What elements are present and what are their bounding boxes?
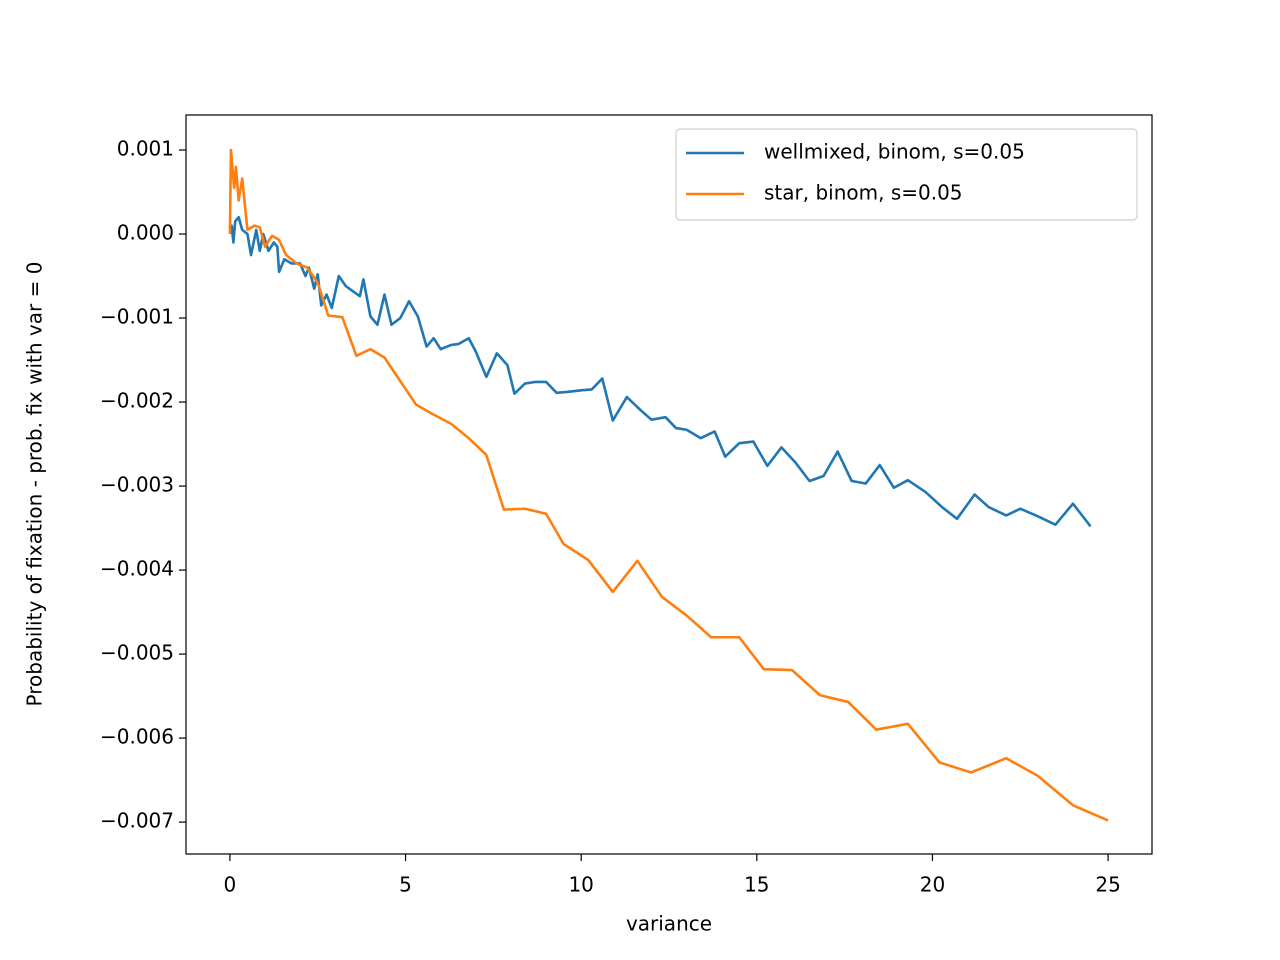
x-tick-label: 15 <box>744 873 769 897</box>
legend-label: star, binom, s=0.05 <box>764 181 963 205</box>
y-tick-label: −0.007 <box>100 809 174 833</box>
legend-label: wellmixed, binom, s=0.05 <box>764 140 1025 164</box>
y-axis-label: Probability of fixation - prob. fix with… <box>23 262 47 707</box>
y-tick-label: −0.005 <box>100 641 174 665</box>
plot-frame <box>185 114 1153 855</box>
x-axis-label: variance <box>626 912 712 936</box>
x-tick-label: 0 <box>224 873 237 897</box>
series-line <box>228 148 1109 822</box>
series-line <box>228 215 1092 528</box>
x-tick-label: 10 <box>568 873 593 897</box>
y-tick-label: 0.000 <box>117 221 174 245</box>
x-tick-label: 25 <box>1095 873 1120 897</box>
x-tick-label: 5 <box>399 873 412 897</box>
x-tick-label: 20 <box>920 873 945 897</box>
y-tick-label: −0.006 <box>100 725 174 749</box>
y-tick-label: −0.003 <box>100 473 174 497</box>
y-tick-label: −0.001 <box>100 305 174 329</box>
y-tick-label: 0.001 <box>117 137 174 161</box>
y-tick-label: −0.004 <box>100 557 174 581</box>
legend-box <box>675 128 1138 221</box>
y-tick-label: −0.002 <box>100 389 174 413</box>
